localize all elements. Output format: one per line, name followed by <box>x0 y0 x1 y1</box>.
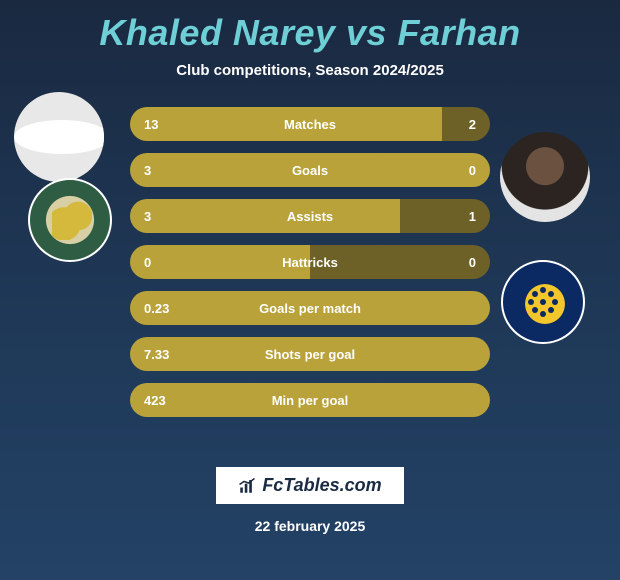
stat-value-left: 7.33 <box>130 347 200 362</box>
stat-row: 0.23Goals per match <box>130 291 490 325</box>
stat-value-left: 423 <box>130 393 200 408</box>
stat-value-left: 13 <box>130 117 200 132</box>
stat-value-left: 3 <box>130 163 200 178</box>
site-label: FcTables.com <box>262 475 381 496</box>
stat-label: Assists <box>200 209 420 224</box>
stat-row: 13Matches2 <box>130 107 490 141</box>
site-badge: FcTables.com <box>216 467 403 504</box>
chart-icon <box>238 477 256 495</box>
stat-value-left: 3 <box>130 209 200 224</box>
page-title: Khaled Narey vs Farhan <box>0 0 620 54</box>
stat-value-right: 0 <box>420 255 490 270</box>
stat-row: 3Goals0 <box>130 153 490 187</box>
stat-value-right: 1 <box>420 209 490 224</box>
stat-row: 7.33Shots per goal <box>130 337 490 371</box>
stat-label: Matches <box>200 117 420 132</box>
player-right-placeholder <box>500 132 590 222</box>
khaleej-badge-icon <box>28 178 112 262</box>
stat-row: 423Min per goal <box>130 383 490 417</box>
player-left-placeholder <box>14 120 104 154</box>
taawoun-badge-icon <box>501 260 585 344</box>
stat-label: Hattricks <box>200 255 420 270</box>
stat-label: Goals <box>200 163 420 178</box>
date-label: 22 february 2025 <box>255 518 366 534</box>
subtitle: Club competitions, Season 2024/2025 <box>0 62 620 79</box>
stat-value-right: 0 <box>420 163 490 178</box>
stat-label: Shots per goal <box>200 347 420 362</box>
club-badge-right <box>501 260 585 344</box>
stat-value-right: 2 <box>420 117 490 132</box>
stats-table: 13Matches23Goals03Assists10Hattricks00.2… <box>130 107 490 417</box>
stat-label: Goals per match <box>200 301 420 316</box>
player-right-photo <box>500 132 590 222</box>
stat-label: Min per goal <box>200 393 420 408</box>
stat-value-left: 0 <box>130 255 200 270</box>
club-badge-left <box>28 178 112 262</box>
stat-row: 0Hattricks0 <box>130 245 490 279</box>
player-left-photo <box>14 92 104 182</box>
stat-value-left: 0.23 <box>130 301 200 316</box>
stat-row: 3Assists1 <box>130 199 490 233</box>
